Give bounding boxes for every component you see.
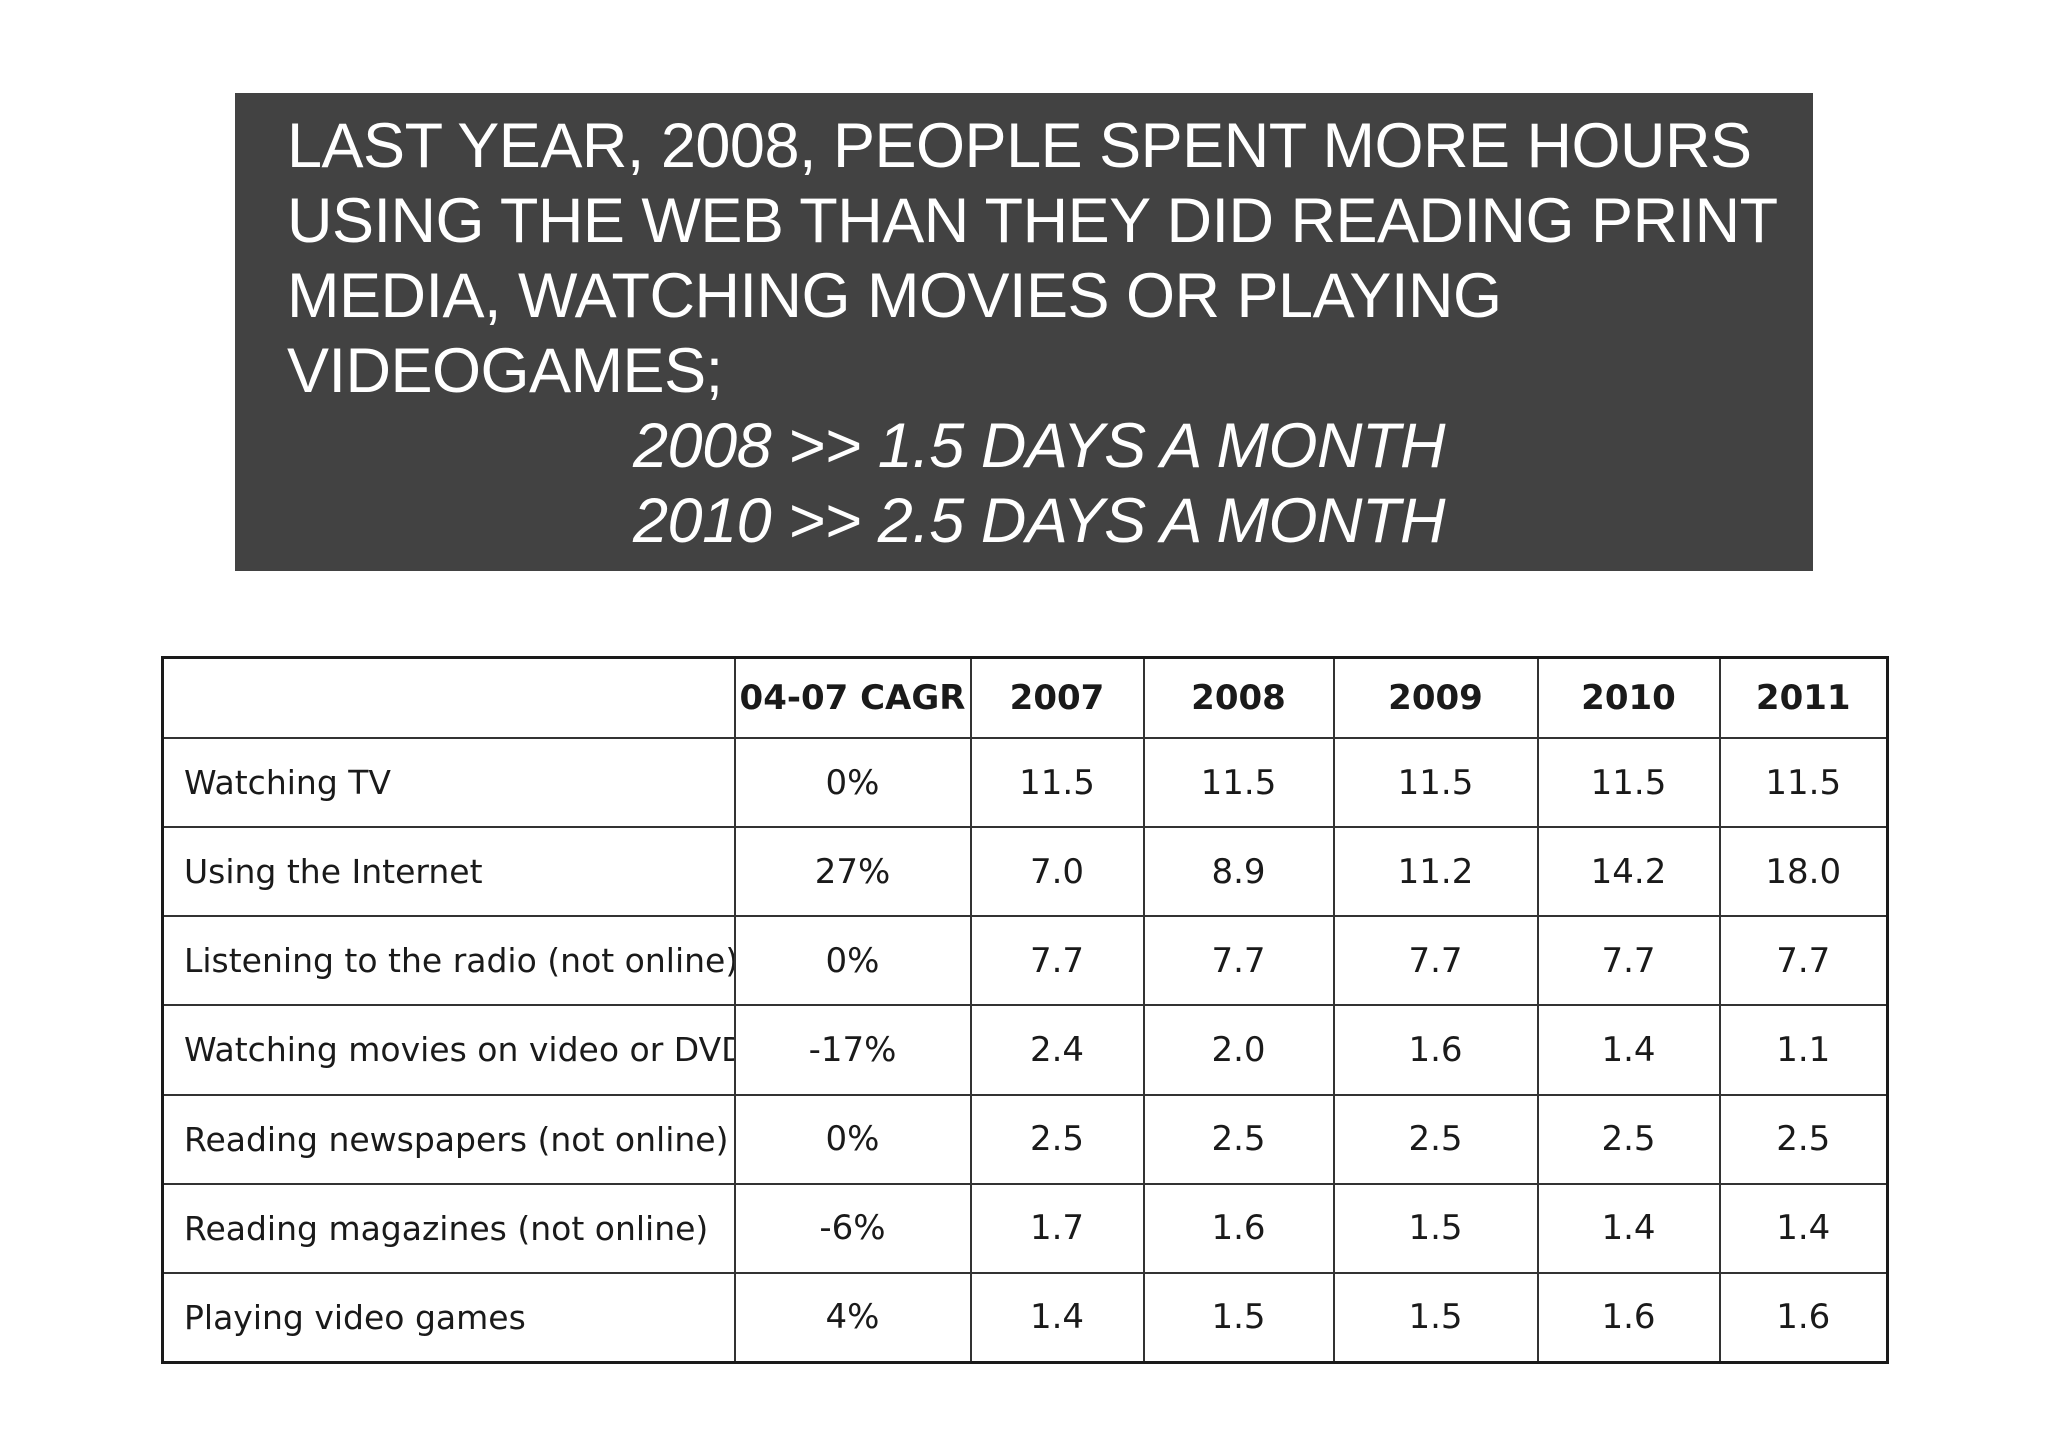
value-cell: 2.5 bbox=[969, 1093, 1145, 1185]
value-cell: 2.4 bbox=[969, 1004, 1145, 1096]
value-cell: 2.5 bbox=[1332, 1093, 1539, 1185]
header-2007: 2007 bbox=[969, 656, 1145, 739]
table-row: Watching movies on video or DVD -17% 2.4… bbox=[161, 1004, 1889, 1096]
header-2008: 2008 bbox=[1142, 656, 1335, 739]
header-2011: 2011 bbox=[1718, 656, 1889, 739]
row-label: Watching movies on video or DVD bbox=[161, 1004, 736, 1096]
value-cell: 1.6 bbox=[1142, 1182, 1335, 1274]
row-label: Using the Internet bbox=[161, 826, 736, 918]
value-cell: 1.1 bbox=[1718, 1004, 1889, 1096]
value-cell: 1.4 bbox=[1718, 1182, 1889, 1274]
value-cell: 7.0 bbox=[969, 826, 1145, 918]
header-activity bbox=[161, 656, 736, 739]
headline-line: VIDEOGAMES; bbox=[287, 336, 723, 406]
table-row: Reading magazines (not online) -6% 1.7 1… bbox=[161, 1182, 1889, 1274]
header-2009: 2009 bbox=[1332, 656, 1539, 739]
row-label: Listening to the radio (not online) bbox=[161, 915, 736, 1007]
value-cell: 1.5 bbox=[1332, 1271, 1539, 1364]
stat-2008: 2008 >> 1.5 DAYS A MONTH bbox=[633, 411, 1446, 481]
row-label: Reading magazines (not online) bbox=[161, 1182, 736, 1274]
value-cell: 1.4 bbox=[969, 1271, 1145, 1364]
value-cell: 7.7 bbox=[1536, 915, 1721, 1007]
cagr-cell: 0% bbox=[733, 915, 972, 1007]
value-cell: 1.5 bbox=[1332, 1182, 1539, 1274]
media-hours-table: 04-07 CAGR 2007 2008 2009 2010 2011 Watc… bbox=[161, 656, 1889, 1364]
value-cell: 11.5 bbox=[1332, 736, 1539, 829]
value-cell: 1.5 bbox=[1142, 1271, 1335, 1364]
value-cell: 1.6 bbox=[1536, 1271, 1721, 1364]
header-2010: 2010 bbox=[1536, 656, 1721, 739]
row-label: Reading newspapers (not online) bbox=[161, 1093, 736, 1185]
table-row: Using the Internet 27% 7.0 8.9 11.2 14.2… bbox=[161, 826, 1889, 918]
value-cell: 11.5 bbox=[1142, 736, 1335, 829]
headline-banner: LAST YEAR, 2008, PEOPLE SPENT MORE HOURS… bbox=[235, 93, 1813, 571]
table-header-row: 04-07 CAGR 2007 2008 2009 2010 2011 bbox=[161, 656, 1889, 739]
row-label: Watching TV bbox=[161, 736, 736, 829]
headline-line: MEDIA, WATCHING MOVIES OR PLAYING bbox=[287, 261, 1502, 331]
table-row: Watching TV 0% 11.5 11.5 11.5 11.5 11.5 bbox=[161, 736, 1889, 829]
value-cell: 14.2 bbox=[1536, 826, 1721, 918]
stat-2010: 2010 >> 2.5 DAYS A MONTH bbox=[633, 486, 1446, 556]
cagr-cell: 0% bbox=[733, 736, 972, 829]
value-cell: 2.0 bbox=[1142, 1004, 1335, 1096]
value-cell: 1.4 bbox=[1536, 1182, 1721, 1274]
headline-line: LAST YEAR, 2008, PEOPLE SPENT MORE HOURS bbox=[287, 111, 1752, 181]
cagr-cell: -17% bbox=[733, 1004, 972, 1096]
cagr-cell: 4% bbox=[733, 1271, 972, 1364]
value-cell: 1.6 bbox=[1332, 1004, 1539, 1096]
table-row: Playing video games 4% 1.4 1.5 1.5 1.6 1… bbox=[161, 1271, 1889, 1364]
cagr-cell: 27% bbox=[733, 826, 972, 918]
value-cell: 18.0 bbox=[1718, 826, 1889, 918]
value-cell: 2.5 bbox=[1142, 1093, 1335, 1185]
value-cell: 2.5 bbox=[1718, 1093, 1889, 1185]
value-cell: 7.7 bbox=[1142, 915, 1335, 1007]
row-label: Playing video games bbox=[161, 1271, 736, 1364]
cagr-cell: -6% bbox=[733, 1182, 972, 1274]
header-cagr: 04-07 CAGR bbox=[733, 656, 972, 739]
value-cell: 1.7 bbox=[969, 1182, 1145, 1274]
media-hours-table-wrapper: 04-07 CAGR 2007 2008 2009 2010 2011 Watc… bbox=[161, 656, 1889, 1364]
value-cell: 8.9 bbox=[1142, 826, 1335, 918]
value-cell: 11.5 bbox=[1536, 736, 1721, 829]
value-cell: 11.5 bbox=[1718, 736, 1889, 829]
value-cell: 1.4 bbox=[1536, 1004, 1721, 1096]
value-cell: 1.6 bbox=[1718, 1271, 1889, 1364]
value-cell: 7.7 bbox=[969, 915, 1145, 1007]
value-cell: 7.7 bbox=[1718, 915, 1889, 1007]
value-cell: 11.2 bbox=[1332, 826, 1539, 918]
value-cell: 2.5 bbox=[1536, 1093, 1721, 1185]
table-row: Listening to the radio (not online) 0% 7… bbox=[161, 915, 1889, 1007]
value-cell: 7.7 bbox=[1332, 915, 1539, 1007]
headline-line: USING THE WEB THAN THEY DID READING PRIN… bbox=[287, 186, 1778, 256]
table-row: Reading newspapers (not online) 0% 2.5 2… bbox=[161, 1093, 1889, 1185]
cagr-cell: 0% bbox=[733, 1093, 972, 1185]
value-cell: 11.5 bbox=[969, 736, 1145, 829]
